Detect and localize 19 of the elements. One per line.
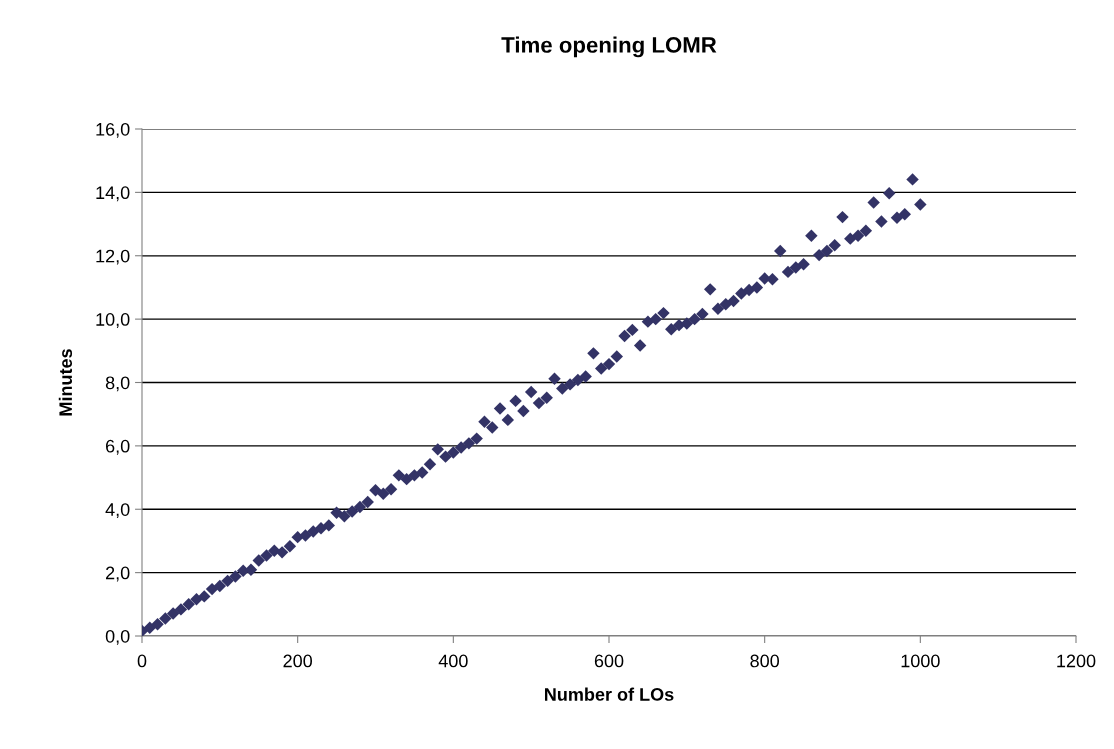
x-tick-label: 1000 — [901, 654, 940, 668]
x-tick-label: 1200 — [1057, 654, 1096, 668]
y-axis-title: Minutes — [58, 349, 73, 416]
y-tick-label: 6,0 — [106, 439, 130, 455]
y-tick-label: 2,0 — [106, 566, 130, 582]
y-tick-label: 0,0 — [105, 629, 130, 645]
x-tick-label: 800 — [750, 654, 780, 668]
y-tick-label: 8,0 — [105, 376, 130, 392]
y-tick-label: 12,0 — [96, 249, 130, 265]
x-tick-label: 400 — [438, 654, 468, 668]
x-tick-label: 600 — [594, 654, 624, 668]
x-axis-title: Number of LOs — [545, 687, 674, 701]
y-tick-label: 16,0 — [96, 122, 130, 138]
y-tick-label: 14,0 — [96, 186, 130, 202]
y-tick-label: 10,0 — [96, 313, 130, 328]
chart-title: Time opening LOMR — [501, 36, 717, 58]
x-tick-label: 200 — [283, 654, 313, 668]
y-tick-label: 4,0 — [105, 503, 130, 519]
x-tick-label: 0 — [137, 654, 147, 668]
